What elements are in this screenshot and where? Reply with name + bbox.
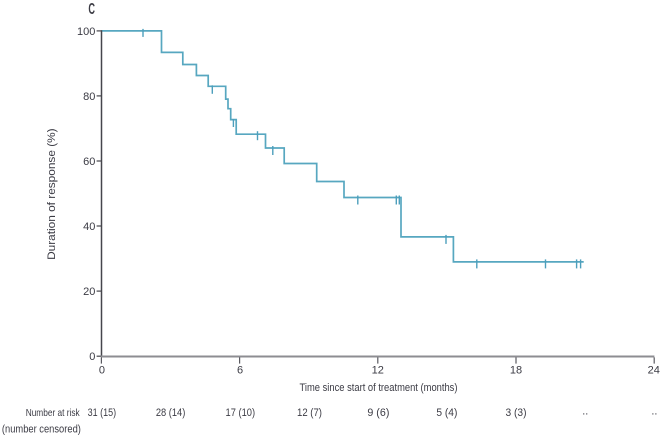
svg-text:12: 12	[372, 365, 384, 377]
svg-text:31 (15): 31 (15)	[88, 407, 117, 419]
svg-text:20: 20	[83, 286, 95, 298]
svg-text:18: 18	[510, 365, 522, 377]
svg-text:80: 80	[83, 91, 95, 103]
svg-text:60: 60	[83, 156, 95, 168]
svg-text:Number at risk: Number at risk	[26, 407, 81, 419]
svg-text:(number censored): (number censored)	[2, 423, 81, 435]
svg-text:..: ..	[651, 406, 657, 418]
svg-text:17 (10): 17 (10)	[226, 407, 256, 419]
svg-text:24: 24	[648, 365, 660, 377]
svg-text:28 (14): 28 (14)	[156, 407, 186, 419]
svg-text:3 (3): 3 (3)	[506, 407, 527, 419]
svg-text:Duration of response (%): Duration of response (%)	[46, 128, 58, 260]
svg-text:40: 40	[83, 221, 95, 233]
svg-text:12 (7): 12 (7)	[297, 407, 322, 419]
svg-text:100: 100	[77, 26, 95, 38]
svg-text:5 (4): 5 (4)	[436, 407, 457, 419]
svg-text:0: 0	[99, 365, 105, 377]
svg-text:..: ..	[582, 406, 588, 418]
svg-text:9 (6): 9 (6)	[367, 407, 389, 419]
svg-text:Time since start of treatment: Time since start of treatment (months)	[300, 382, 458, 394]
svg-text:C: C	[88, 1, 95, 18]
svg-text:0: 0	[89, 351, 95, 363]
svg-text:6: 6	[237, 365, 243, 377]
